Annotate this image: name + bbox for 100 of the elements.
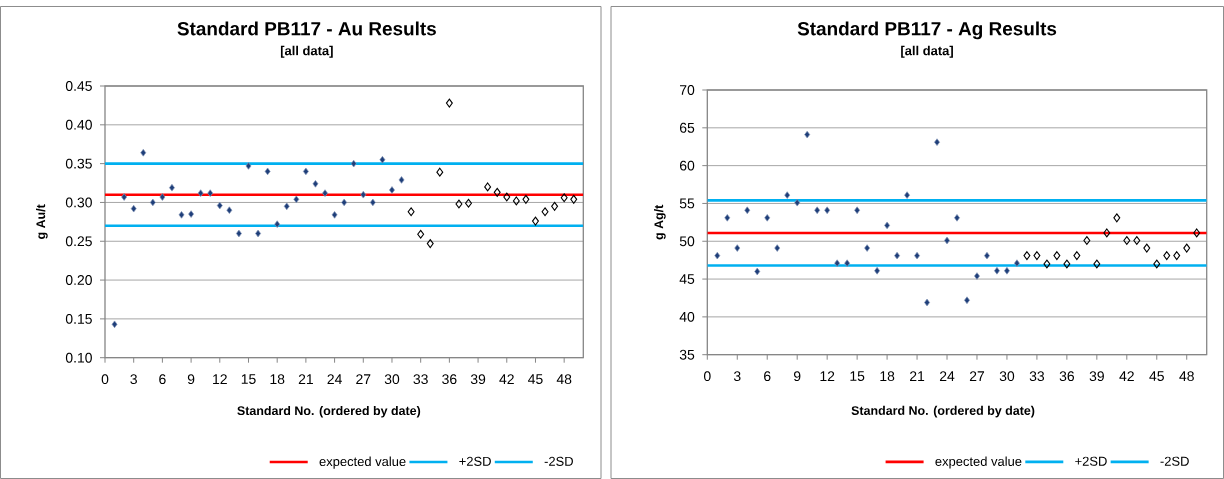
x-tick-label: 15 [850,371,865,381]
point [1143,243,1151,253]
point [159,193,166,201]
x-tick-label: 45 [528,374,543,384]
x-tick-label: 30 [384,374,400,385]
point [274,220,281,228]
x-tick-label: 39 [470,374,486,385]
y-tick-label: 35 [679,349,695,360]
point [149,198,156,207]
point [1073,251,1081,261]
point [197,189,204,197]
point [341,198,348,207]
point [407,207,415,217]
y-tick-label: 45 [679,274,695,284]
point [764,214,771,222]
point [493,187,501,197]
point [379,156,386,164]
point [1063,259,1071,269]
point [1133,236,1141,245]
x-tick-label: 21 [298,374,313,384]
point [207,189,214,197]
point [302,167,309,176]
point [360,190,367,199]
point [389,186,395,194]
point [834,259,841,267]
y-tick-label: 0.45 [65,81,92,91]
point [1093,259,1101,269]
x-tick-label: 18 [270,374,285,385]
point [331,211,338,219]
point [1023,251,1031,261]
y-axis-title: g Au/t [36,204,48,239]
y-tick-label: 70 [679,85,695,95]
y-tick-label: 60 [679,160,695,171]
point [350,159,357,168]
legend-label: expected value [935,456,1022,469]
y-tick-label: 0.40 [65,119,92,130]
x-tick-label: 33 [413,374,428,385]
point [794,198,801,207]
x-tick-label: 27 [969,371,985,381]
point [178,211,185,219]
point [512,196,520,206]
point [245,162,252,170]
y-tick-label: 0.25 [65,236,92,247]
y-tick-label: 55 [679,198,695,209]
point [1183,243,1191,253]
x-tick-label: 12 [820,371,835,381]
point [1004,267,1010,275]
point [293,195,300,204]
point [1153,259,1161,269]
x-tick-label: 24 [939,371,955,381]
point [465,198,472,208]
point [130,204,137,213]
point [784,191,791,199]
point [570,194,578,204]
x-tick-label: 42 [499,374,514,384]
point [754,267,761,276]
x-tick-label: 9 [793,371,801,382]
chart-title: Standard PB117 - Ag Results [797,21,1057,40]
x-tick-label: 9 [187,374,195,385]
point [445,98,453,108]
x-tick-label: 3 [733,371,741,382]
point [974,272,980,280]
point [369,198,376,207]
x-tick-label: 39 [1089,371,1104,382]
point [503,192,511,202]
point [531,216,539,226]
y-tick-label: 50 [679,236,695,247]
point [322,189,328,197]
point [814,206,821,214]
point [1014,259,1020,267]
point [226,206,233,214]
point [1163,251,1171,261]
x-tick-label: 6 [764,371,771,382]
y-tick-label: 40 [679,311,695,322]
x-tick-label: 36 [1059,371,1075,382]
point [854,206,861,214]
y-tick-label: 0.15 [65,313,92,324]
point [216,201,223,210]
y-tick-label: 65 [679,122,695,133]
point [804,130,811,139]
point [714,251,721,260]
point [455,199,463,209]
legend-label: expected value [319,456,406,469]
legend-label: +2SD [459,456,491,466]
x-tick-label: 0 [703,371,711,382]
point [774,244,781,252]
y-tick-label: 0.20 [65,275,92,286]
x-tick-label: 48 [556,374,572,385]
point [522,194,530,204]
point [934,138,940,146]
x-tick-label: 36 [442,374,457,385]
point [844,259,851,267]
point [874,267,880,275]
point [312,180,319,188]
x-tick-label: 15 [241,374,256,384]
y-tick-label: 0.10 [65,352,92,363]
point [904,191,910,199]
point [1123,236,1131,245]
point [417,229,425,239]
x-tick-label: 48 [1179,371,1194,382]
